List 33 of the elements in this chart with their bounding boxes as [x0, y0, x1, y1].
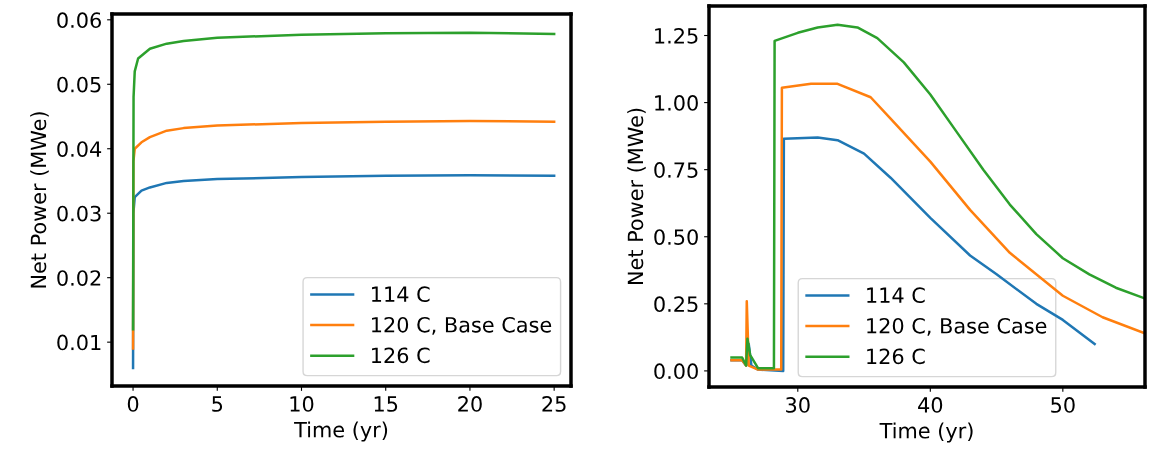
y-tick-label: 0.01 — [57, 334, 101, 351]
x-tick-label: 25 — [542, 396, 566, 412]
x-tick-label: 0 — [127, 396, 139, 412]
y-tick-label: 0.50 — [654, 229, 698, 245]
x-axis-title: Time (yr) — [294, 421, 388, 442]
x-tick-label: 50 — [1051, 397, 1075, 413]
y-tick-label: 0.05 — [57, 76, 101, 93]
legend-label: 120 C, Base Case — [867, 317, 1047, 336]
legend-label: 114 C — [372, 286, 430, 303]
y-tick-label: 1.25 — [655, 27, 698, 44]
y-axis-title: Net Power (MWe) — [30, 112, 49, 288]
legend-label: 126 C — [372, 347, 430, 364]
line-series — [730, 23, 1145, 370]
y-tick-label: 0.00 — [654, 363, 698, 380]
legend-label: 114 C — [867, 287, 925, 304]
y-tick-label: 0.06 — [57, 12, 101, 29]
y-tick-label: 0.02 — [57, 270, 101, 286]
x-tick-label: 5 — [212, 396, 223, 412]
legend-label: 120 C, Base Case — [372, 316, 552, 335]
legend-label: 126 C — [867, 348, 925, 365]
y-tick-label: 0.25 — [654, 296, 698, 313]
y-tick-label: 0.03 — [57, 205, 101, 222]
line-series — [730, 82, 1145, 371]
x-tick-label: 30 — [786, 397, 810, 413]
x-tick-label: 10 — [290, 396, 314, 412]
x-tick-label: 15 — [374, 396, 398, 412]
y-tick-label: 0.04 — [57, 141, 102, 157]
y-axis-title: Net Power (MWe) — [627, 108, 646, 285]
x-tick-label: 40 — [918, 397, 943, 413]
x-tick-label: 20 — [458, 396, 482, 412]
y-tick-label: 1.00 — [655, 95, 698, 111]
y-tick-label: 0.75 — [654, 162, 698, 178]
x-axis-title: Time (yr) — [879, 422, 973, 443]
